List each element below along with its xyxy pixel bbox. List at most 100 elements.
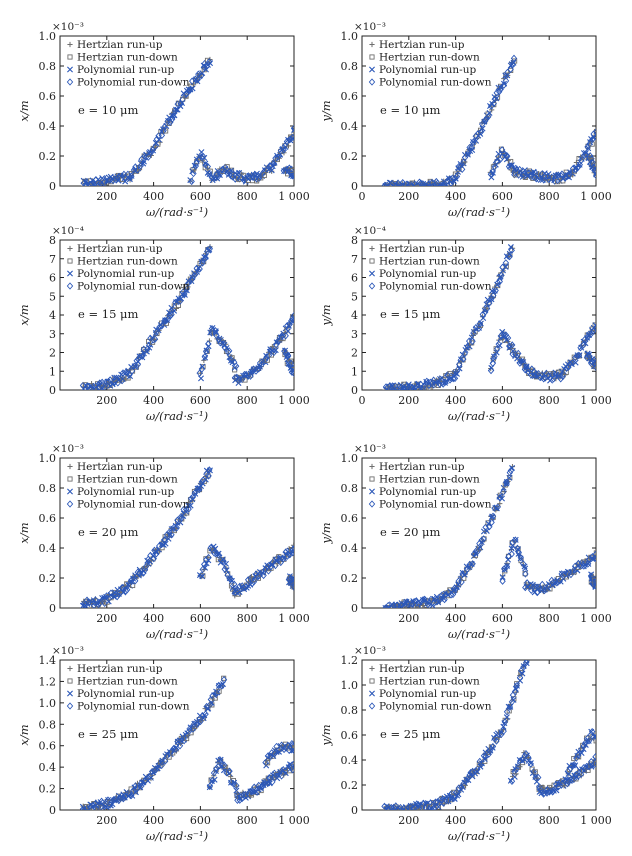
point-hertzian-run-up <box>501 488 507 495</box>
annotation-label: e = 20 μm <box>380 525 441 539</box>
point-polynomial-run-down <box>496 88 503 96</box>
legend-marker <box>67 270 73 277</box>
x-tick-label: 1 000 <box>278 190 310 203</box>
point-polynomial-run-up <box>289 575 294 582</box>
point-hertzian-run-down <box>532 769 538 775</box>
point-polynomial-run-down <box>506 253 513 261</box>
y-tick-label: 0.6 <box>341 90 359 103</box>
point-polynomial-run-up <box>140 350 147 357</box>
point-polynomial-run-up <box>493 95 500 102</box>
point-polynomial-run-down <box>504 334 512 342</box>
point-polynomial-run-down <box>134 360 142 369</box>
point-polynomial-run-down <box>205 169 213 178</box>
point-polynomial-run-down <box>385 601 392 608</box>
point-polynomial-run-up <box>506 474 513 481</box>
point-polynomial-run-down <box>540 790 547 798</box>
point-polynomial-run-up <box>509 464 516 471</box>
chart-panel-4: 0 200 400 600 800 1 000 0 1 2 3 4 5 6 7 8×10⁻⁴ ω/(rad·s… <box>319 225 612 423</box>
point-polynomial-run-up <box>236 589 243 596</box>
data-points <box>382 464 596 608</box>
y-tick-label: 0.8 <box>39 718 57 731</box>
point-polynomial-run-up <box>256 363 263 370</box>
point-polynomial-run-down <box>262 758 269 767</box>
chart-panel-1: 200 400 600 800 1 000 0 0.2 0.4 0.6 0.8 1.0×10⁻³ ω/… <box>17 21 310 219</box>
legend-marker <box>369 665 375 672</box>
point-polynomial-run-down <box>468 143 475 152</box>
y-tick-label: 1.0 <box>341 30 359 43</box>
y-tick-label: 1.0 <box>39 697 57 710</box>
point-polynomial-run-down <box>590 327 596 335</box>
point-polynomial-run-down <box>445 796 452 805</box>
point-polynomial-run-down <box>201 353 208 361</box>
point-polynomial-run-up <box>500 484 507 491</box>
point-polynomial-run-down <box>198 71 205 80</box>
point-hertzian-run-down <box>507 252 513 258</box>
point-polynomial-run-down <box>123 586 131 594</box>
y-tick-label: 0.8 <box>341 482 359 495</box>
legend-label: Polynomial run-up <box>379 486 476 498</box>
point-polynomial-run-down <box>115 590 122 598</box>
point-polynomial-run-up <box>111 374 118 381</box>
y-tick-label: 1.0 <box>341 679 359 692</box>
y-exponent-label: ×10⁻³ <box>52 21 84 33</box>
y-tick-label: 0.8 <box>341 704 359 717</box>
point-polynomial-run-down <box>226 347 233 355</box>
point-polynomial-run-down <box>483 304 491 313</box>
point-polynomial-run-down <box>590 356 596 364</box>
legend-label: Polynomial run-up <box>77 688 174 700</box>
point-polynomial-run-down <box>557 375 564 383</box>
point-polynomial-run-down <box>205 340 212 348</box>
point-polynomial-run-up <box>521 563 528 570</box>
point-polynomial-run-up <box>532 583 539 590</box>
point-polynomial-run-down <box>174 100 181 108</box>
point-polynomial-run-down <box>423 377 431 386</box>
legend-marker <box>368 78 376 86</box>
point-polynomial-run-down <box>537 585 544 594</box>
point-polynomial-run-down <box>430 805 437 810</box>
point-polynomial-run-down <box>385 804 392 810</box>
point-polynomial-run-down <box>176 742 184 750</box>
point-polynomial-run-up <box>456 365 463 372</box>
x-tick-label: 0 <box>359 394 366 407</box>
point-hertzian-run-down <box>426 385 432 390</box>
y-tick-label: 0.8 <box>39 60 57 73</box>
point-hertzian-run-up <box>573 159 579 166</box>
point-hertzian-run-up <box>285 143 292 149</box>
y-tick-label: 0.2 <box>39 783 57 796</box>
point-polynomial-run-down <box>527 760 534 768</box>
x-axis-label: ω/(rad·s⁻¹) <box>146 829 208 843</box>
point-polynomial-run-down <box>242 790 249 799</box>
point-polynomial-run-down <box>460 355 467 363</box>
x-tick-label: 800 <box>539 612 560 625</box>
x-tick-label: 400 <box>445 190 466 203</box>
point-polynomial-run-down <box>589 135 596 144</box>
point-polynomial-run-down <box>582 150 590 159</box>
chart-panel-3: 200 400 600 800 1 000 0 1 2 3 4 5 6 7 8×10⁻⁴ ω/(rad·s⁻… <box>17 225 310 423</box>
point-polynomial-run-down <box>584 143 591 151</box>
point-polynomial-run-down <box>109 176 117 185</box>
point-polynomial-run-down <box>489 512 497 520</box>
point-hertzian-run-down <box>567 359 573 365</box>
x-tick-label: 800 <box>237 612 258 625</box>
point-polynomial-run-down <box>250 578 258 586</box>
point-polynomial-run-down <box>469 560 476 568</box>
point-polynomial-run-down <box>512 164 520 173</box>
legend-label: Polynomial run-down <box>379 77 492 89</box>
point-polynomial-run-down <box>236 796 243 804</box>
point-polynomial-run-down <box>533 175 540 183</box>
point-hertzian-run-down <box>242 377 248 383</box>
point-polynomial-run-down <box>451 174 459 182</box>
legend-label: Polynomial run-up <box>379 268 476 280</box>
point-polynomial-run-down <box>489 742 497 751</box>
point-polynomial-run-down <box>450 374 457 383</box>
data-points <box>381 54 596 186</box>
y-tick-label: 0.6 <box>39 90 57 103</box>
point-polynomial-run-down <box>504 152 511 160</box>
x-axis-label: ω/(rad·s⁻¹) <box>448 627 510 641</box>
point-polynomial-run-down <box>457 356 464 364</box>
y-exponent-label: ×10⁻⁴ <box>354 225 386 237</box>
legend-label: Hertzian run-up <box>77 243 163 255</box>
